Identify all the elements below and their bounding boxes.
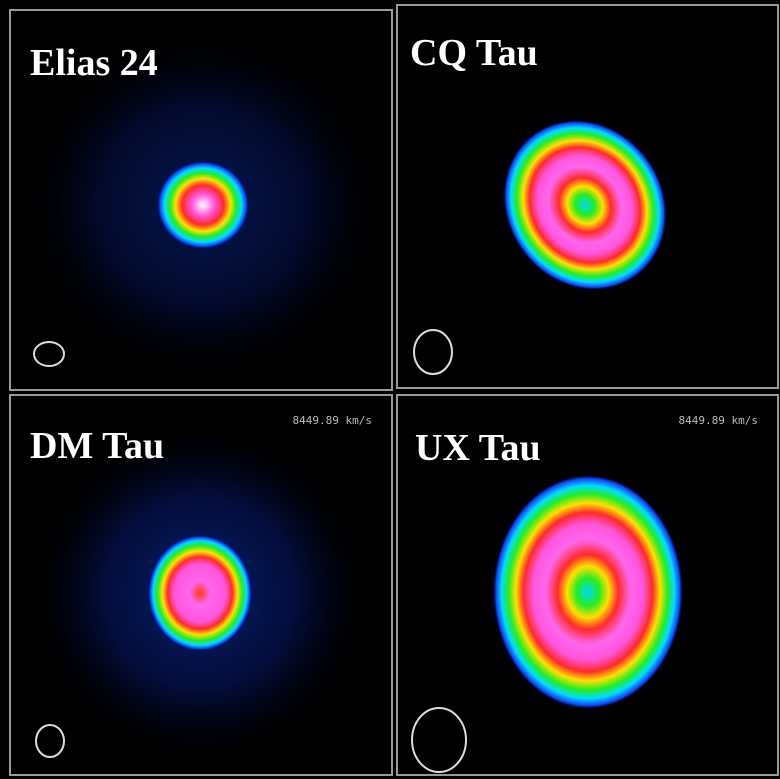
panel-label: UX Tau <box>415 427 541 469</box>
velocity-label: 8449.89 km/s <box>293 414 372 427</box>
velocity-label: 8449.89 km/s <box>679 414 758 427</box>
beam <box>34 342 64 366</box>
beam <box>414 330 452 374</box>
panel-label: Elias 24 <box>30 42 158 84</box>
beam <box>36 725 64 757</box>
disk <box>493 475 683 709</box>
figure: Elias 24 CQ Tau DM Tau 8449.89 km/s UX T… <box>0 0 780 779</box>
panel: CQ Tau <box>397 5 778 388</box>
panel: Elias 24 <box>10 10 392 390</box>
panel-label: DM Tau <box>30 425 164 467</box>
panel-label: CQ Tau <box>410 32 538 74</box>
panel: UX Tau 8449.89 km/s <box>397 395 778 775</box>
disk <box>148 535 252 651</box>
beam <box>412 708 466 772</box>
disk <box>157 161 249 249</box>
disk <box>471 88 700 322</box>
panel: DM Tau 8449.89 km/s <box>10 395 392 775</box>
